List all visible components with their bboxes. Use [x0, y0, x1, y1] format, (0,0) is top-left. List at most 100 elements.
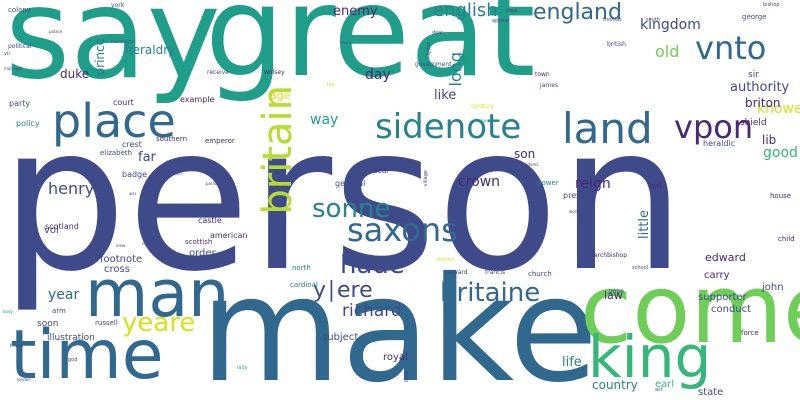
word: like [434, 88, 457, 103]
word: scottish [185, 238, 213, 246]
word: shield [740, 118, 767, 128]
word: war [129, 191, 137, 196]
word: conduct [711, 304, 752, 315]
word: way [310, 112, 339, 128]
word: house [770, 192, 792, 200]
word: child [778, 235, 795, 243]
word: country [592, 378, 638, 392]
word: seal [374, 167, 389, 175]
word: light [404, 371, 410, 383]
word: day [365, 67, 391, 83]
word: supporter [698, 292, 747, 303]
word: viii [176, 171, 182, 176]
word: lady [237, 365, 248, 371]
word: lyons [426, 42, 432, 56]
word: british [607, 41, 626, 48]
word: queen [480, 118, 493, 123]
word: heraldry [125, 43, 176, 57]
word: kingdom [640, 17, 701, 33]
word: force [741, 329, 759, 337]
word: crest [122, 140, 142, 149]
word: example [180, 95, 215, 104]
word: pope [609, 288, 624, 295]
word: village [423, 170, 429, 187]
word: time [10, 316, 164, 395]
word: vpon [674, 108, 754, 146]
word: reign [575, 176, 611, 192]
word: god [68, 357, 78, 363]
word: present [563, 191, 594, 200]
word: illustration [47, 333, 95, 343]
word: footnote [100, 254, 143, 265]
word: southern [156, 135, 188, 143]
word: russell [95, 319, 118, 327]
word: government [415, 61, 452, 68]
word: adams [525, 162, 539, 167]
word: come [580, 255, 800, 365]
word: duke [60, 67, 90, 81]
word: heraldic [703, 139, 736, 148]
word: palace [49, 29, 63, 34]
word: dear [432, 30, 444, 36]
word: trade [10, 343, 24, 349]
word: manchester [111, 39, 135, 44]
word: castle [198, 216, 222, 225]
word: seward [446, 269, 468, 276]
word: england [533, 0, 622, 25]
word: sidenote [375, 107, 522, 147]
word: north [292, 264, 311, 272]
word: marriage [4, 66, 23, 71]
word: francis [485, 269, 506, 276]
word: merchant [166, 159, 186, 164]
word: century [471, 103, 494, 110]
word: policy [16, 119, 40, 128]
word: district [437, 257, 455, 263]
word: arm [52, 307, 66, 315]
word: haue [340, 250, 405, 280]
word: old [655, 42, 680, 61]
word: party [9, 99, 31, 108]
word: thomas [603, 17, 622, 23]
word: britaine [440, 278, 541, 308]
word: authority [730, 80, 790, 95]
word: subject [322, 332, 359, 343]
word: life [562, 355, 582, 370]
word: cardinal [290, 281, 318, 289]
word: law [604, 289, 623, 302]
word: elizabeth [100, 149, 133, 157]
word: saxons [347, 211, 458, 249]
word: sir [748, 70, 759, 80]
word: good [763, 145, 798, 161]
word: britain [255, 85, 301, 215]
word: great [205, 0, 536, 105]
word: briton [745, 96, 781, 110]
word: long [446, 52, 465, 87]
word: lay [327, 82, 335, 88]
word: carry [704, 270, 730, 281]
word: vol [44, 225, 59, 236]
word: order [189, 248, 216, 259]
word: appear [492, 18, 510, 24]
word: south [646, 17, 660, 23]
word: state [698, 387, 724, 398]
word: body [3, 309, 13, 314]
word: knowe [757, 101, 800, 117]
word: wolsey [264, 69, 285, 76]
word: land [562, 104, 653, 153]
word: man [85, 257, 230, 332]
word: john [762, 282, 784, 293]
word: scotland [45, 222, 79, 231]
word: age [270, 89, 291, 102]
word: george [742, 13, 767, 21]
word: note [142, 241, 152, 246]
word: james [540, 82, 559, 89]
word: y∣ere [313, 278, 373, 303]
word: english [433, 0, 498, 21]
word: mary [341, 40, 352, 45]
word: court [113, 98, 134, 107]
word: royal [383, 352, 408, 363]
word: political [8, 43, 32, 50]
word: yeare [122, 308, 196, 338]
word: far [138, 150, 156, 165]
word: lib [762, 133, 777, 147]
